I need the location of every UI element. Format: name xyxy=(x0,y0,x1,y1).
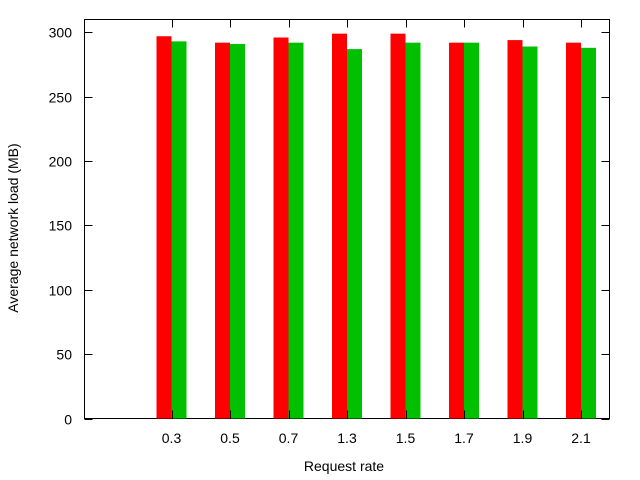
bar-series-2 xyxy=(464,42,479,419)
y-tick-label: 0 xyxy=(64,412,72,428)
x-tick-label: 0.5 xyxy=(220,430,240,446)
y-tick-label: 300 xyxy=(49,25,73,41)
bar-series-1 xyxy=(390,33,406,419)
y-tick-label: 150 xyxy=(49,218,73,234)
bar-series-2 xyxy=(230,43,245,419)
bar-series-1 xyxy=(332,33,347,419)
x-tick-label: 0.7 xyxy=(279,430,299,446)
x-tick-label: 0.3 xyxy=(162,430,182,446)
bar-series-1 xyxy=(566,42,581,419)
y-tick-label: 250 xyxy=(49,90,73,106)
bar-series-1 xyxy=(449,42,464,419)
x-tick-label: 1.7 xyxy=(454,430,474,446)
y-tick-label: 100 xyxy=(49,283,73,299)
bar-series-2 xyxy=(522,46,538,419)
bar-series-1 xyxy=(215,42,230,419)
bar-series-2 xyxy=(171,41,187,419)
bar-series-2 xyxy=(581,47,596,419)
chart-marks xyxy=(156,33,596,419)
bar-series-2 xyxy=(288,42,304,419)
bar-series-1 xyxy=(507,40,523,419)
x-axis-label: Request rate xyxy=(304,458,384,474)
bar-series-1 xyxy=(273,37,289,419)
bar-series-2 xyxy=(347,49,362,419)
bar-series-1 xyxy=(156,36,172,419)
axis-ticks: 0 50 100 150 200 250 300 0.3 0.5 0.7 1.3 1.5 1.7 1.9 2… xyxy=(49,19,610,446)
bar-series-2 xyxy=(405,42,421,419)
y-tick-label: 200 xyxy=(49,154,73,170)
x-tick-label: 1.3 xyxy=(337,430,357,446)
y-axis-label: Average network load (MB) xyxy=(5,143,21,312)
x-tick-label: 1.5 xyxy=(396,430,416,446)
y-tick-label: 50 xyxy=(56,347,72,363)
x-tick-label: 1.9 xyxy=(513,430,533,446)
x-tick-label: 2.1 xyxy=(571,430,591,446)
